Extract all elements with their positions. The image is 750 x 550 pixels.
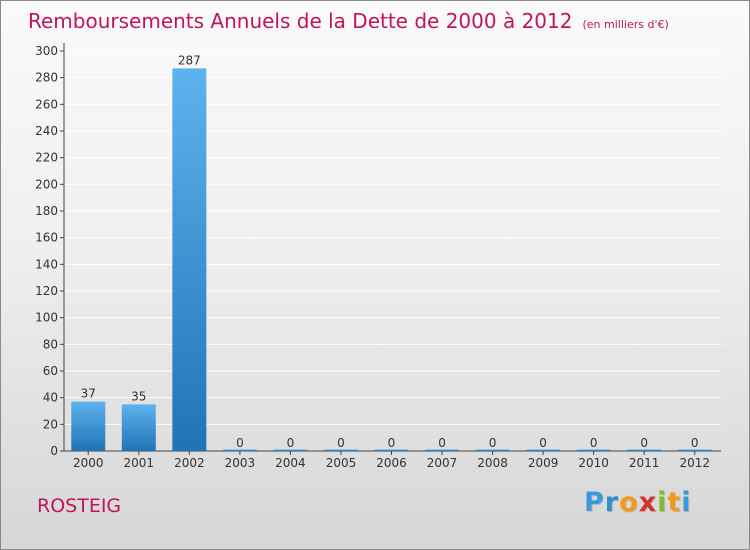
y-tick-label: 280: [35, 71, 58, 85]
y-tick-label: 20: [43, 417, 58, 431]
y-tick-label: 260: [35, 97, 58, 111]
data-label: 0: [337, 436, 345, 450]
data-label: 0: [489, 436, 497, 450]
chart-title-text: Remboursements Annuels de la Dette de 20…: [28, 9, 573, 33]
bar: [425, 449, 460, 451]
bar: [323, 449, 358, 451]
bar: [677, 449, 712, 451]
y-tick-label: 200: [35, 177, 58, 191]
y-tick-label: 140: [35, 257, 58, 271]
bar: [121, 404, 156, 451]
y-tick-label: 60: [43, 364, 58, 378]
logo-letter: t: [667, 487, 682, 518]
y-tick-label: 100: [35, 311, 58, 325]
bar: [222, 449, 257, 451]
x-tick-label: 2004: [275, 456, 306, 470]
y-tick-label: 300: [35, 44, 58, 58]
data-label: 0: [640, 436, 648, 450]
data-label: 0: [590, 436, 598, 450]
logo-letter: i: [657, 487, 668, 518]
data-label: 0: [539, 436, 547, 450]
chart-unit: (en milliers d'€): [582, 18, 669, 31]
data-label: 0: [236, 436, 244, 450]
logo-letter: o: [619, 487, 639, 518]
x-tick-label: 2010: [578, 456, 609, 470]
bar: [526, 449, 561, 451]
bar: [475, 449, 510, 451]
y-tick-label: 120: [35, 284, 58, 298]
y-tick-label: 180: [35, 204, 58, 218]
x-tick-label: 2011: [629, 456, 660, 470]
y-tick-label: 40: [43, 391, 58, 405]
bar: [576, 449, 611, 451]
data-label: 0: [287, 436, 295, 450]
bar: [71, 401, 106, 451]
x-tick-label: 2007: [427, 456, 458, 470]
logo-letter: P: [584, 487, 605, 518]
data-label: 0: [388, 436, 396, 450]
logo-letter: x: [638, 487, 658, 518]
y-tick-label: 160: [35, 231, 58, 245]
data-label: 0: [691, 436, 699, 450]
bar: [273, 449, 308, 451]
data-label: 37: [81, 387, 96, 401]
x-tick-label: 2001: [124, 456, 155, 470]
y-tick-label: 240: [35, 124, 58, 138]
x-tick-label: 2008: [477, 456, 508, 470]
x-tick-label: 2003: [225, 456, 256, 470]
x-tick-label: 2012: [679, 456, 710, 470]
x-tick-label: 2002: [174, 456, 205, 470]
proxiti-logo: Proxiti: [584, 487, 692, 518]
commune-name: ROSTEIG: [37, 495, 122, 517]
data-label: 35: [131, 389, 146, 403]
logo-letter: i: [681, 487, 692, 518]
x-tick-label: 2006: [376, 456, 407, 470]
y-tick-label: 220: [35, 151, 58, 165]
y-tick-label: 80: [43, 337, 58, 351]
bar: [172, 68, 207, 451]
bar: [627, 449, 662, 451]
data-label: 287: [178, 53, 201, 67]
x-tick-label: 2005: [326, 456, 357, 470]
y-tick-label: 0: [50, 444, 58, 458]
chart-title: Remboursements Annuels de la Dette de 20…: [28, 9, 669, 33]
x-tick-label: 2009: [528, 456, 559, 470]
data-label: 0: [438, 436, 446, 450]
logo-letter: r: [604, 487, 620, 518]
x-tick-label: 2000: [73, 456, 104, 470]
bar: [374, 449, 409, 451]
